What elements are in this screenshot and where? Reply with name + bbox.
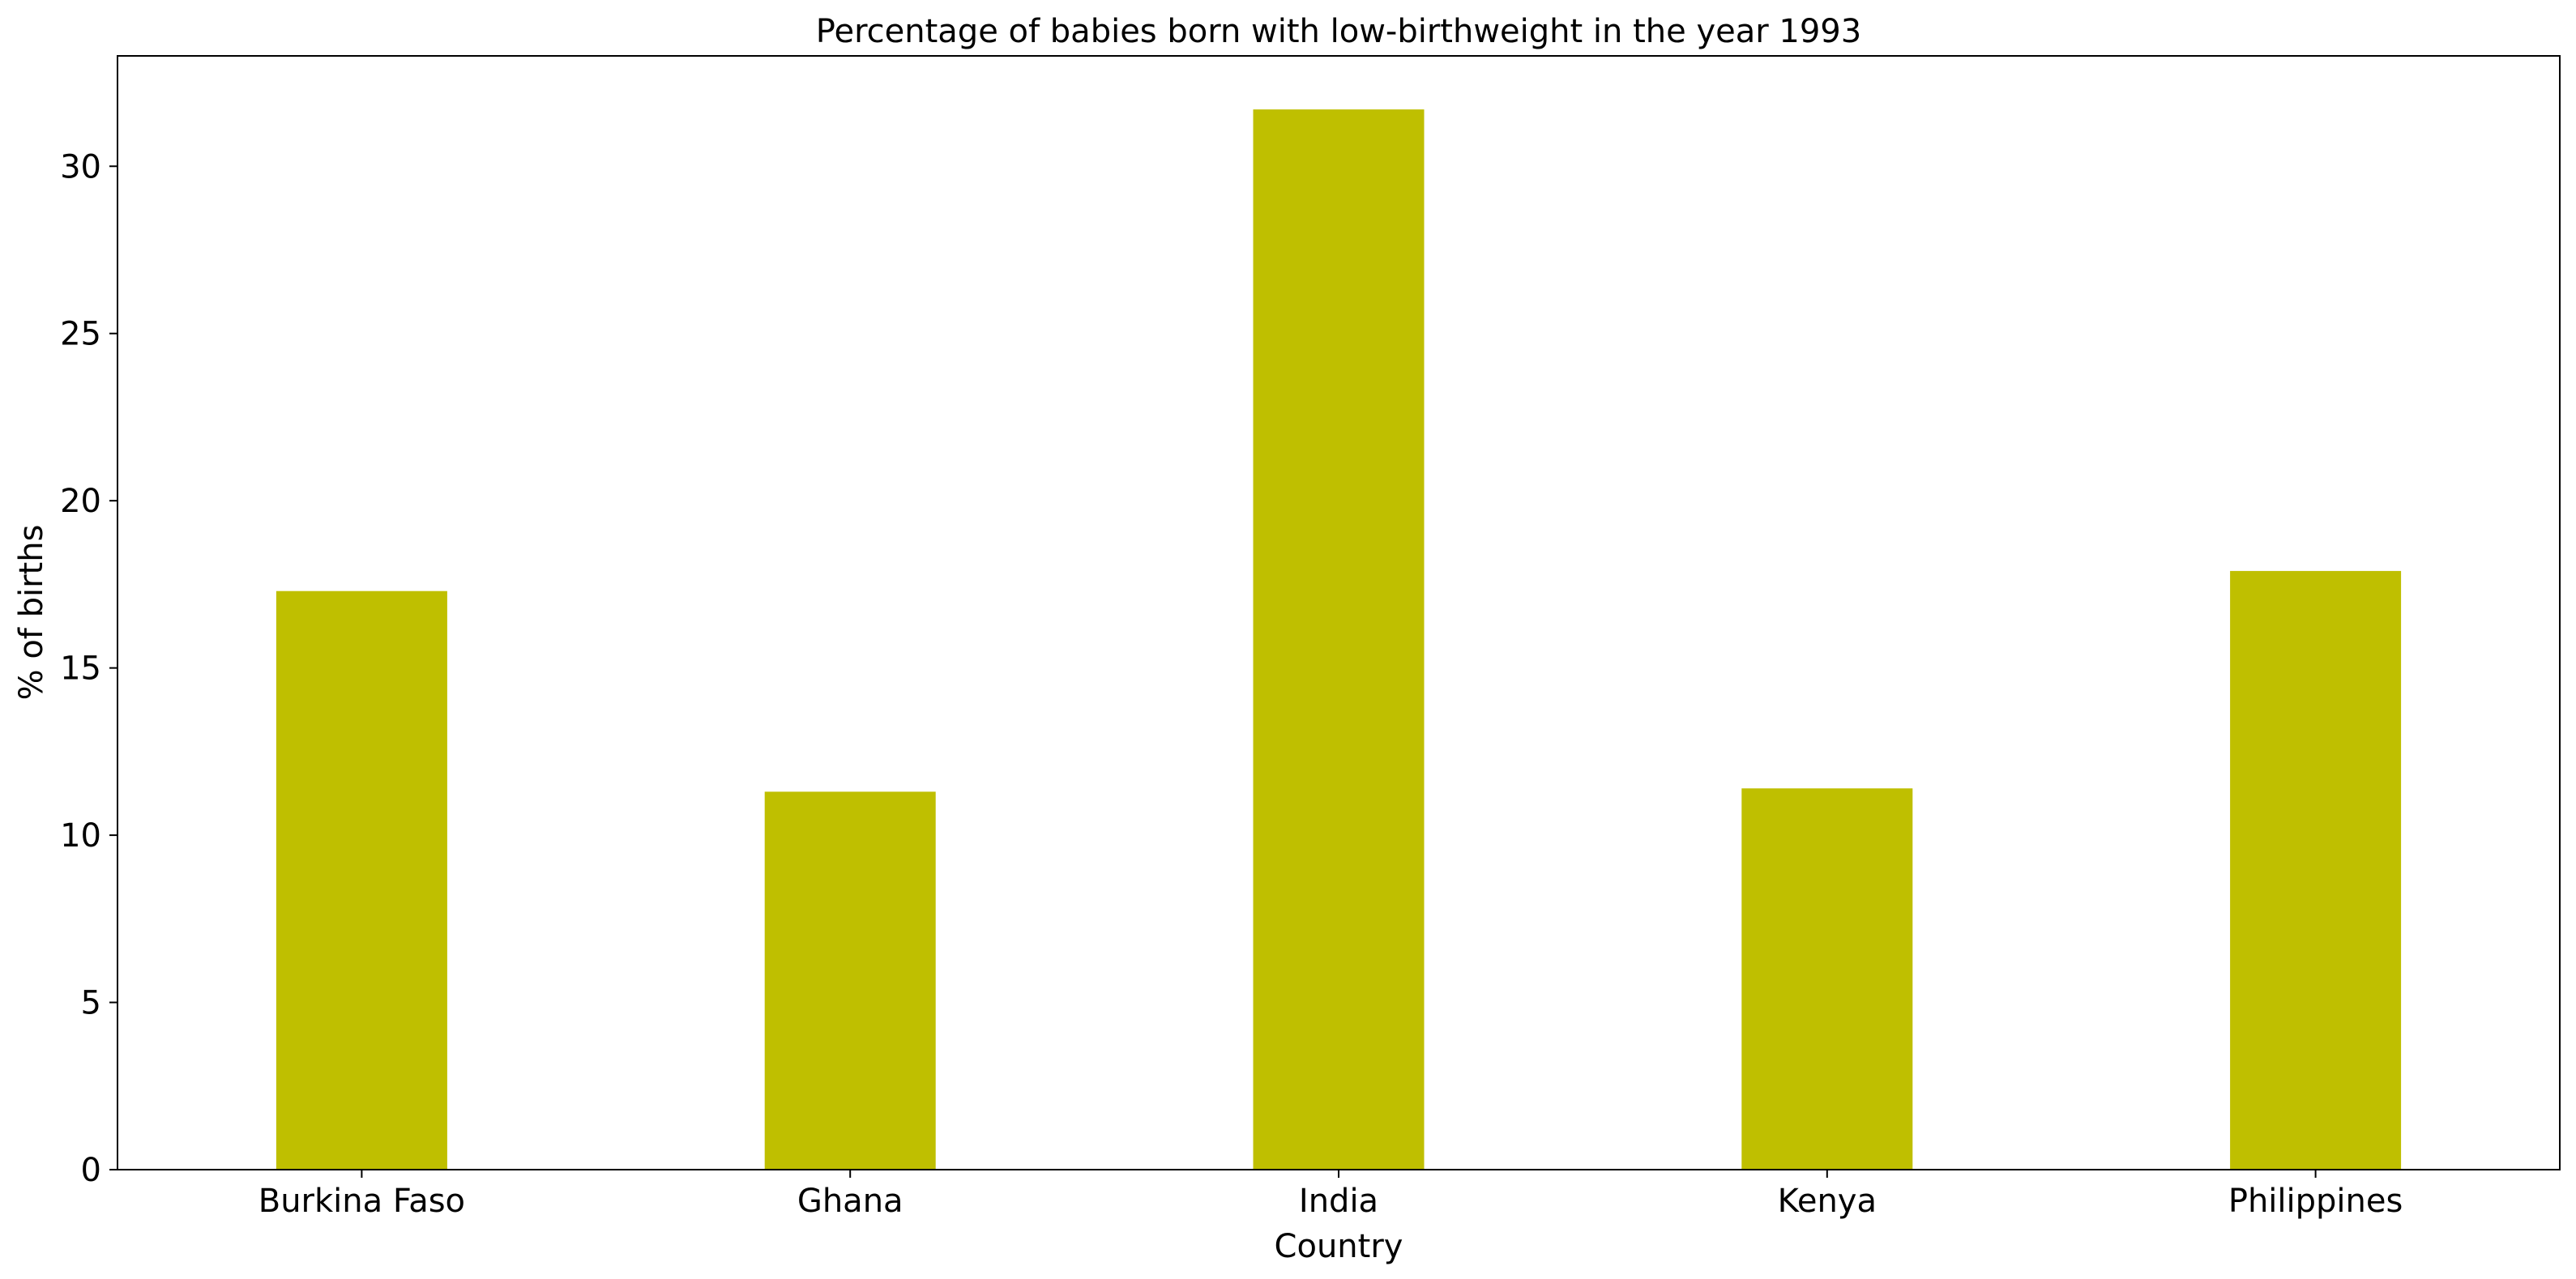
x-tick-label-burkina-faso: Burkina Faso xyxy=(258,1183,465,1220)
y-tick-label-15: 15 xyxy=(60,650,101,688)
y-axis-label: % of births xyxy=(13,525,50,701)
bars-group xyxy=(276,109,2402,1170)
x-axis: Burkina Faso Ghana India Kenya Philippines xyxy=(258,1170,2403,1220)
y-tick-label-5: 5 xyxy=(81,985,101,1022)
y-tick-label-20: 20 xyxy=(60,483,101,520)
y-tick-label-30: 30 xyxy=(60,148,101,185)
bar-burkina-faso xyxy=(276,590,447,1170)
y-tick-label-0: 0 xyxy=(81,1152,101,1189)
plot-frame xyxy=(117,55,2561,1170)
x-tick-label-kenya: Kenya xyxy=(1778,1183,1877,1220)
y-tick-label-10: 10 xyxy=(60,817,101,855)
x-axis-label: Country xyxy=(1275,1228,1403,1265)
bar-philippines xyxy=(2230,570,2402,1170)
y-axis: 0 5 10 15 20 25 30 xyxy=(60,148,117,1189)
bar-kenya xyxy=(1741,788,1913,1170)
bar-india xyxy=(1253,109,1425,1170)
bar-ghana xyxy=(764,791,936,1170)
y-tick-label-25: 25 xyxy=(60,316,101,353)
x-tick-label-philippines: Philippines xyxy=(2228,1183,2403,1220)
x-tick-label-ghana: Ghana xyxy=(797,1183,904,1220)
x-tick-label-india: India xyxy=(1299,1183,1378,1220)
chart-title: Percentage of babies born with low-birth… xyxy=(816,13,1861,50)
